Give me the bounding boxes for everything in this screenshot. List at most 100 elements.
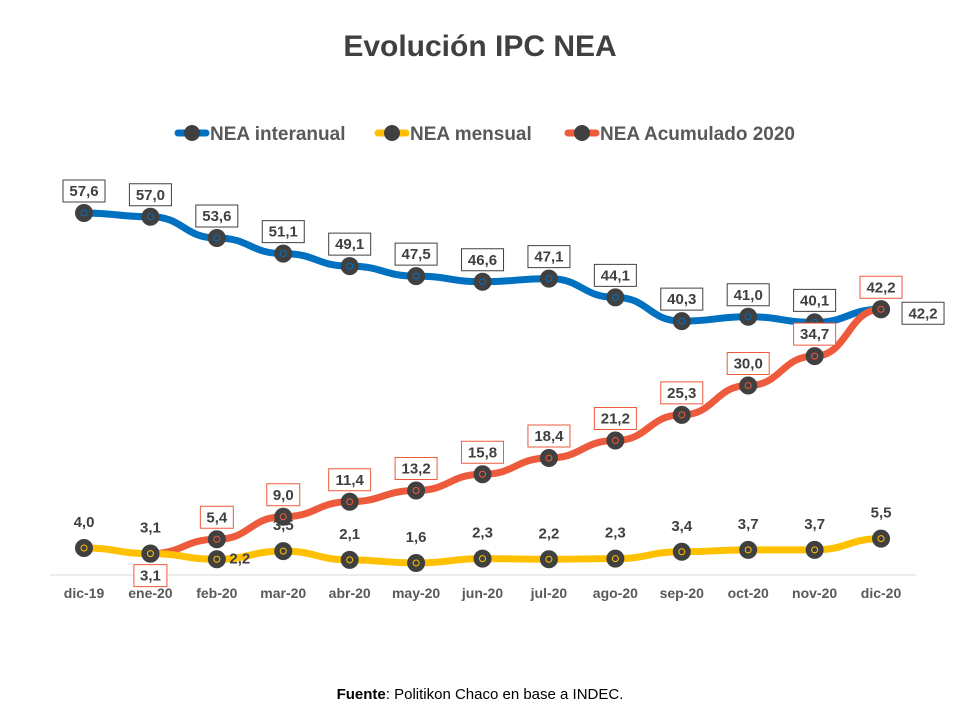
data-label-box [793, 288, 837, 312]
data-point-marker-ring [678, 548, 686, 556]
x-tick-label: may-20 [392, 585, 440, 601]
data-point-marker [141, 544, 160, 563]
data-label-box [62, 179, 106, 203]
data-point-marker-ring [346, 556, 354, 564]
data-label: 3,7 [804, 516, 825, 533]
data-point-marker-ring [611, 437, 619, 444]
data-point-marker-ring [678, 411, 686, 419]
data-point-marker [739, 540, 758, 559]
data-label: 4,0 [74, 514, 95, 531]
data-point-marker [340, 550, 359, 569]
data-label: 44,1 [601, 267, 630, 284]
data-point-marker-ring [877, 305, 885, 313]
data-point-marker-ring [279, 513, 287, 521]
data-label-box [461, 248, 505, 272]
data-point-marker [672, 312, 691, 331]
legend-marker [184, 125, 200, 141]
data-point-marker-ring [213, 535, 221, 543]
data-label: 18,4 [534, 428, 564, 445]
data-label-box [328, 232, 372, 256]
data-point-marker-ring [213, 555, 221, 563]
data-label-box [726, 283, 770, 307]
legend-marker [574, 125, 590, 141]
data-label: 3,7 [738, 516, 759, 533]
data-point-marker-ring [545, 275, 553, 283]
data-label-box [901, 301, 945, 325]
data-label: 57,0 [136, 187, 165, 204]
data-point-marker [606, 549, 625, 568]
data-label: 2,3 [472, 525, 493, 542]
data-point-marker [340, 492, 359, 511]
x-tick-label: mar-20 [260, 585, 306, 601]
data-label-box [660, 287, 704, 311]
x-tick-label: ene-20 [128, 585, 173, 601]
data-point-marker [75, 539, 93, 557]
data-point-marker [274, 507, 293, 526]
data-label: 25,3 [667, 385, 696, 402]
data-label: 51,1 [269, 224, 298, 241]
data-point-marker-ring [545, 454, 553, 462]
legend-label: NEA mensual [410, 124, 532, 145]
data-label: 15,8 [468, 444, 497, 461]
data-point-marker [805, 347, 824, 366]
x-tick-label: ago-20 [593, 585, 638, 601]
data-point-marker-ring [146, 550, 154, 558]
data-label: 13,2 [401, 461, 430, 478]
x-tick-label: abr-20 [329, 585, 371, 601]
data-point-marker [407, 554, 426, 572]
data-point-marker-ring [213, 234, 221, 242]
source-label: Fuente [336, 686, 386, 703]
data-label-box [527, 424, 571, 448]
x-tick-label: sep-20 [660, 585, 705, 601]
data-label: 41,0 [734, 287, 763, 304]
data-point-marker [672, 405, 691, 424]
data-point-marker [739, 376, 758, 395]
data-label-box [394, 457, 438, 480]
x-tick-label: nov-20 [792, 585, 837, 601]
data-label: 42,2 [866, 279, 895, 296]
data-label: 3,1 [140, 520, 161, 537]
data-label: 57,6 [69, 183, 98, 200]
legend-marker [384, 125, 400, 141]
data-label: 46,6 [468, 252, 497, 269]
data-point-marker [274, 244, 293, 263]
data-point-marker-ring [545, 555, 553, 563]
data-point-marker [207, 550, 226, 569]
data-label-box [328, 468, 372, 492]
data-label: 3,5 [273, 517, 294, 534]
data-label-box [133, 564, 168, 588]
x-tick-label: dic-19 [64, 585, 105, 601]
data-point-marker [805, 540, 824, 559]
data-label: 21,2 [601, 411, 630, 428]
data-point-marker [606, 431, 625, 450]
data-point-marker-ring [877, 535, 885, 543]
x-tick-label: jun-20 [461, 585, 503, 601]
data-point-marker-ring [744, 382, 752, 389]
data-label: 30,0 [734, 356, 763, 373]
data-point-marker-ring [279, 547, 287, 555]
data-label-box [660, 381, 704, 405]
data-point-marker [539, 449, 558, 467]
source-note: Fuente: Politikon Chaco en base a INDEC. [0, 686, 960, 703]
data-point-marker [207, 530, 226, 549]
data-label-box [261, 220, 305, 244]
data-label-box [593, 263, 637, 287]
data-point-marker [539, 550, 558, 569]
data-label: 49,1 [335, 236, 364, 253]
data-label-box [128, 183, 172, 207]
data-label: 5,4 [206, 509, 228, 526]
data-label: 40,3 [667, 291, 696, 308]
data-point-marker-ring [479, 470, 487, 478]
data-point-marker [473, 549, 492, 568]
x-tick-label: oct-20 [728, 585, 769, 601]
data-point-marker [539, 269, 558, 288]
data-label: 2,1 [339, 526, 360, 543]
x-tick-label: dic-20 [861, 585, 902, 601]
source-text: : Politikon Chaco en base a INDEC. [385, 686, 624, 703]
data-point-marker [340, 257, 359, 276]
data-label: 40,1 [800, 292, 829, 309]
data-label: 47,5 [401, 246, 430, 263]
data-label: 5,5 [871, 505, 892, 522]
data-label: 34,7 [800, 326, 829, 343]
